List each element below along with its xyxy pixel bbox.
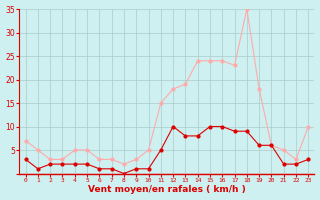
X-axis label: Vent moyen/en rafales ( km/h ): Vent moyen/en rafales ( km/h ) xyxy=(88,185,246,194)
